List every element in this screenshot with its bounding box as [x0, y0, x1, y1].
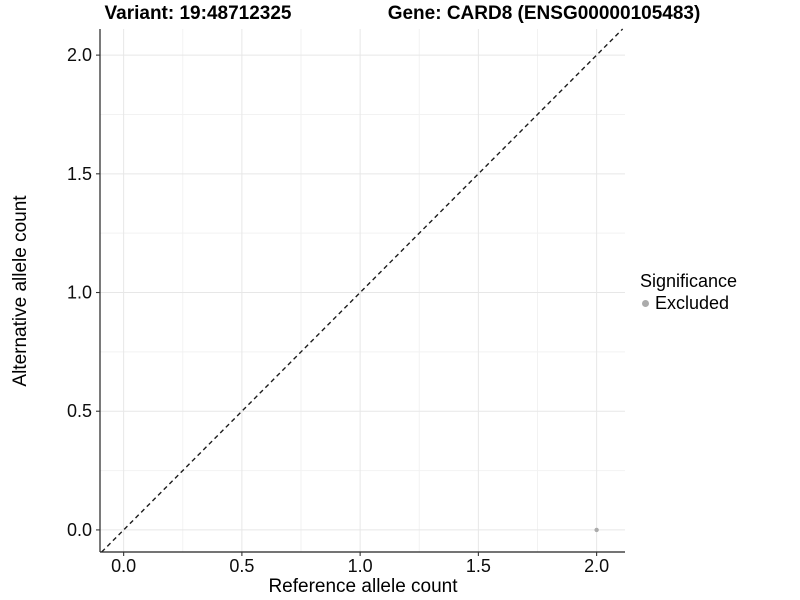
legend: Significance Excluded	[640, 270, 737, 314]
legend-item-excluded: Excluded	[640, 292, 737, 314]
identity-line	[101, 28, 624, 553]
legend-item-label: Excluded	[655, 293, 730, 313]
y-tick-label: 0.5	[67, 401, 92, 421]
y-tick-label: 0.0	[67, 520, 92, 540]
legend-title: Significance	[640, 271, 738, 291]
x-tick-label: 0.5	[229, 556, 254, 576]
x-axis-title: Reference allele count	[268, 576, 458, 597]
y-tick-label: 1.5	[67, 164, 92, 184]
data-point	[594, 527, 599, 533]
gene-title: Gene: CARD8 (ENSG00000105483)	[387, 3, 701, 24]
x-tick-label: 0.0	[111, 556, 136, 576]
variant-title: Variant: 19:48712325	[104, 3, 292, 24]
y-tick-label: 2.0	[67, 45, 92, 65]
x-tick-label: 1.5	[466, 556, 491, 576]
x-tick-label: 1.0	[348, 556, 373, 576]
excluded-point-icon	[642, 299, 649, 307]
x-tick-label: 2.0	[584, 556, 609, 576]
y-tick-label: 1.0	[67, 283, 92, 303]
